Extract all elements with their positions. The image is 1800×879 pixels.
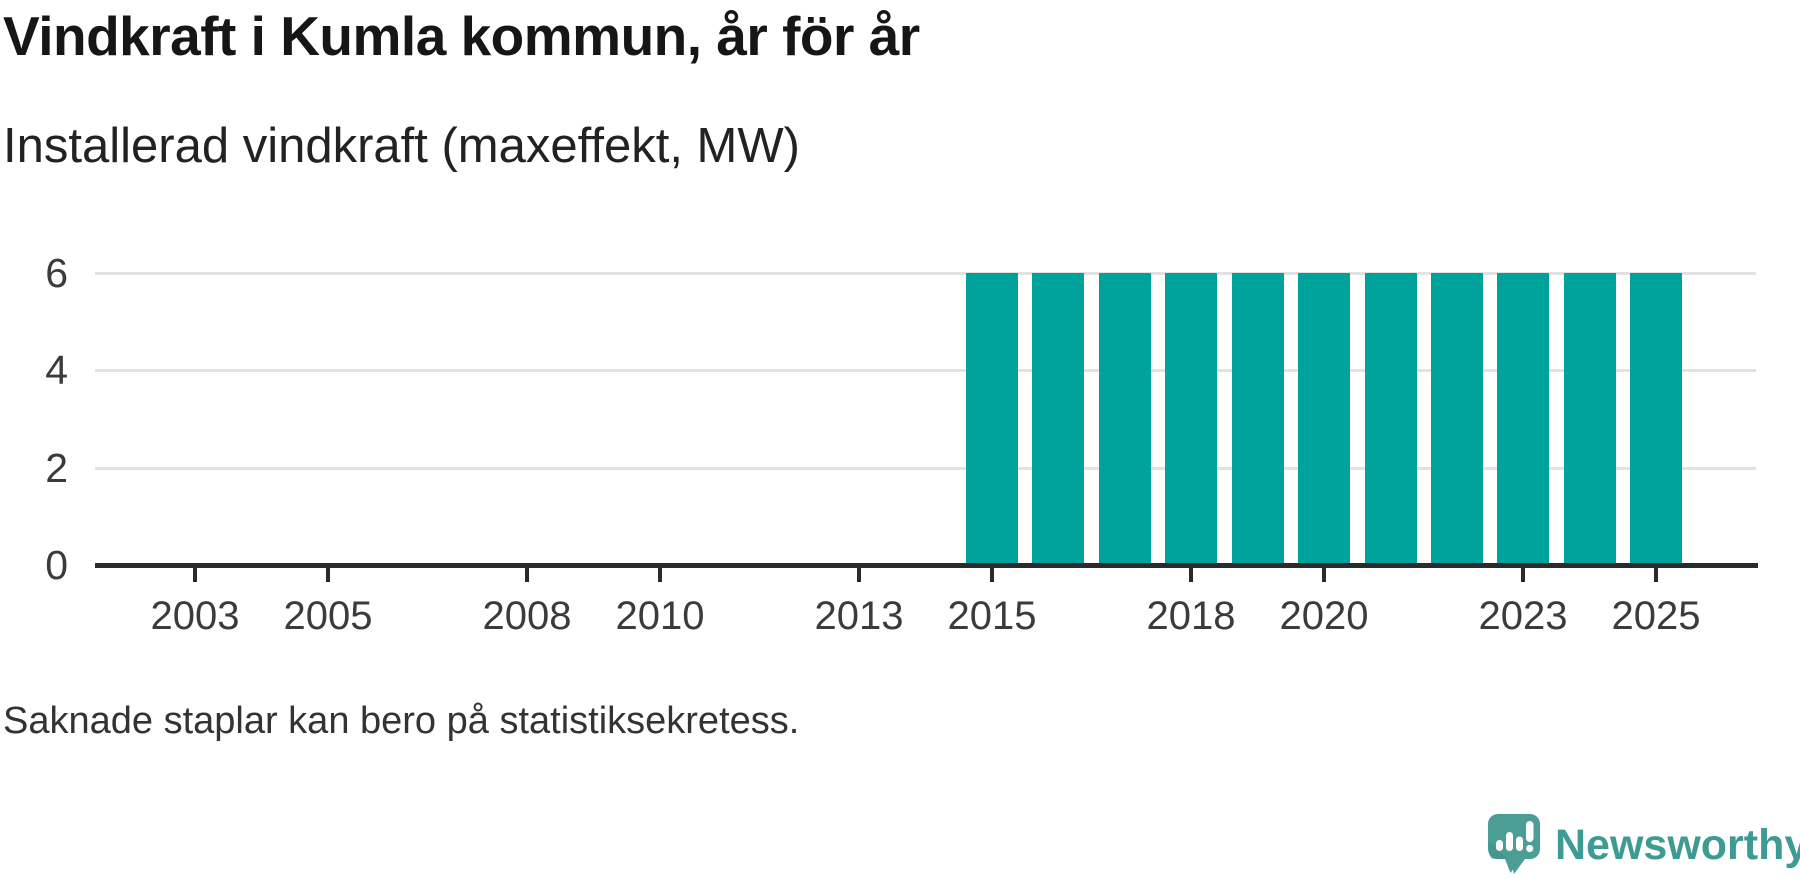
y-axis-label-4: 4 xyxy=(45,347,68,393)
gridline-y-6 xyxy=(95,272,1756,275)
brand-name: Newsworthy xyxy=(1555,820,1800,869)
x-axis-tick-2025 xyxy=(1654,568,1658,582)
x-axis-tick-2010 xyxy=(658,568,662,582)
chart-footnote: Saknade staplar kan bero på statistiksek… xyxy=(3,700,800,742)
bar-2016 xyxy=(1032,273,1084,565)
bar-2015 xyxy=(966,273,1018,565)
gridline-y-4 xyxy=(95,369,1756,373)
y-axis-label-2: 2 xyxy=(45,445,68,491)
x-axis-label-2023: 2023 xyxy=(1478,594,1568,638)
y-axis-label-6: 6 xyxy=(45,250,68,296)
bar-2025 xyxy=(1630,273,1682,565)
x-axis-label-2003: 2003 xyxy=(150,594,240,638)
newsworthy-logo-icon xyxy=(1488,814,1540,874)
x-axis-label-2020: 2020 xyxy=(1279,594,1369,638)
x-axis-label-2008: 2008 xyxy=(482,594,572,638)
x-axis-tick-2008 xyxy=(525,568,529,582)
plot-area xyxy=(95,272,1756,565)
x-axis-tick-2015 xyxy=(990,568,994,582)
bar-2018 xyxy=(1165,273,1217,565)
x-axis-label-2005: 2005 xyxy=(283,594,373,638)
x-axis-label-2015: 2015 xyxy=(947,594,1037,638)
x-axis-line xyxy=(95,563,1758,568)
x-axis-tick-2005 xyxy=(326,568,330,582)
y-axis-label-0: 0 xyxy=(45,542,68,588)
chart-subtitle: Installerad vindkraft (maxeffekt, MW) xyxy=(3,119,800,173)
bar-2022 xyxy=(1431,273,1483,565)
x-axis-label-2013: 2013 xyxy=(814,594,904,638)
x-axis-tick-2013 xyxy=(857,568,861,582)
gridline-y-2 xyxy=(95,466,1756,470)
x-axis-tick-2003 xyxy=(193,568,197,582)
x-axis-label-2025: 2025 xyxy=(1611,594,1701,638)
x-axis-tick-2023 xyxy=(1521,568,1525,582)
bar-2019 xyxy=(1232,273,1284,565)
brand-lockup: Newsworthy xyxy=(1488,814,1800,875)
bar-2021 xyxy=(1365,273,1417,565)
bar-2024 xyxy=(1564,273,1616,565)
bar-2020 xyxy=(1298,273,1350,565)
bar-2017 xyxy=(1099,273,1151,565)
page-title: Vindkraft i Kumla kommun, år för år xyxy=(3,5,920,67)
x-axis-label-2010: 2010 xyxy=(615,594,705,638)
bar-2023 xyxy=(1497,273,1549,565)
x-axis-tick-2020 xyxy=(1322,568,1326,582)
x-axis-label-2018: 2018 xyxy=(1146,594,1236,638)
x-axis-tick-2018 xyxy=(1189,568,1193,582)
